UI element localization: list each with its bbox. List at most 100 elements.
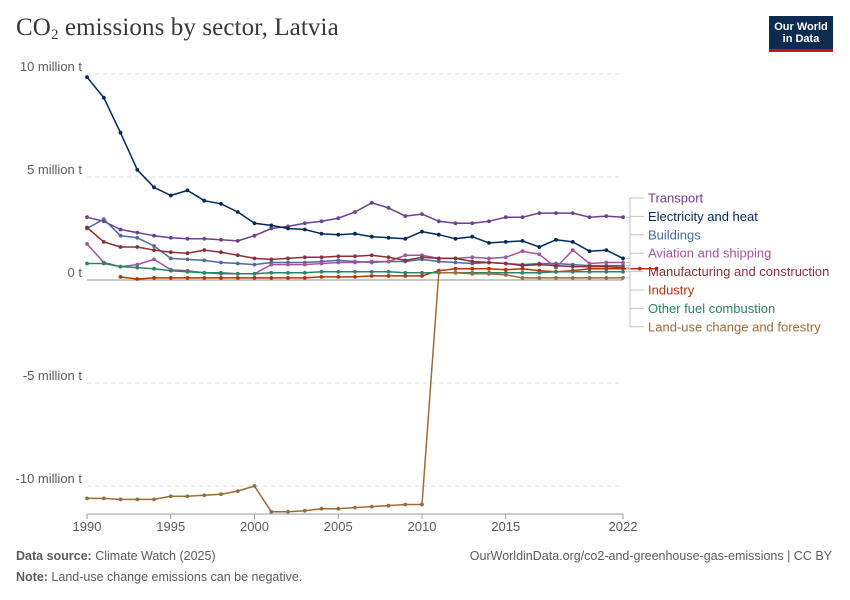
data-point <box>319 269 324 274</box>
x-tick-label: 2005 <box>324 519 353 534</box>
data-point <box>85 496 89 501</box>
data-point <box>420 274 424 278</box>
data-point <box>219 250 223 255</box>
owid-logo[interactable]: Our World in Data <box>769 16 833 52</box>
data-point <box>336 506 341 511</box>
data-point <box>369 504 374 509</box>
data-point <box>487 241 491 245</box>
data-point <box>219 270 223 275</box>
data-point <box>570 211 575 216</box>
data-point <box>520 249 525 254</box>
data-point <box>269 262 274 267</box>
data-point <box>436 232 441 237</box>
data-point <box>604 214 609 219</box>
data-point <box>118 227 123 232</box>
data-point <box>637 266 642 271</box>
data-point <box>386 259 391 264</box>
data-point <box>621 266 625 271</box>
data-point <box>537 252 542 257</box>
data-point <box>604 260 609 265</box>
data-point <box>436 256 441 261</box>
data-point <box>369 253 374 258</box>
data-point <box>302 276 307 280</box>
data-point <box>135 497 140 502</box>
source-url[interactable]: OurWorldinData.org/co2-and-greenhouse-ga… <box>469 549 832 563</box>
data-point <box>470 271 475 276</box>
data-point <box>353 210 357 214</box>
data-point <box>604 248 609 253</box>
data-point <box>369 269 374 274</box>
y-tick-label: -10 million t <box>16 471 83 486</box>
data-point <box>604 269 609 274</box>
data-point <box>487 260 491 265</box>
data-point <box>470 221 475 226</box>
data-point <box>185 276 190 280</box>
data-point <box>269 509 274 514</box>
data-point <box>135 245 140 249</box>
data-point <box>202 248 207 253</box>
data-point <box>152 497 156 502</box>
data-point <box>587 266 592 271</box>
x-tick-label: 1995 <box>156 519 185 534</box>
y-tick-label: 10 million t <box>20 59 83 74</box>
data-point <box>520 239 525 243</box>
data-point <box>604 266 609 271</box>
data-point <box>520 263 525 268</box>
data-point <box>302 221 307 226</box>
data-point <box>470 259 475 264</box>
data-point <box>403 258 408 263</box>
data-point <box>202 236 207 241</box>
data-point <box>537 276 542 280</box>
legend-label: Transport <box>648 191 704 206</box>
data-point <box>436 270 441 275</box>
data-point <box>135 167 140 172</box>
chart-title: CO2 emissions by sector, Latvia <box>16 14 339 43</box>
data-point <box>369 259 374 264</box>
data-point <box>118 264 123 269</box>
data-point <box>453 256 458 261</box>
data-point <box>537 270 542 275</box>
data-point <box>621 215 625 220</box>
data-point <box>286 256 290 261</box>
data-point <box>386 255 391 260</box>
data-point <box>235 261 240 266</box>
data-point <box>487 256 491 261</box>
data-point <box>453 260 458 265</box>
y-tick-label: -5 million t <box>23 368 83 383</box>
data-point <box>420 270 424 275</box>
data-point <box>269 257 274 262</box>
data-point <box>235 253 240 258</box>
data-point <box>336 275 341 279</box>
data-point <box>152 185 156 190</box>
data-point <box>235 210 240 214</box>
data-point <box>386 235 391 240</box>
data-point <box>168 250 173 255</box>
data-point <box>353 231 357 236</box>
data-point <box>570 269 575 274</box>
data-point <box>118 233 123 238</box>
data-point <box>453 270 458 275</box>
data-point <box>118 275 123 279</box>
data-point <box>286 270 290 275</box>
data-point <box>252 256 257 261</box>
data-point <box>252 484 257 488</box>
data-point <box>436 219 441 224</box>
data-point <box>336 232 341 237</box>
data-point <box>252 271 257 276</box>
data-point <box>219 201 223 206</box>
logo-line-1: Our World <box>774 20 828 33</box>
data-point <box>503 273 508 277</box>
data-point <box>101 261 106 266</box>
data-point <box>503 261 508 266</box>
data-point <box>520 215 525 220</box>
data-point <box>403 270 408 275</box>
data-point <box>286 262 290 267</box>
data-point <box>202 258 207 263</box>
data-point <box>336 269 341 274</box>
data-point <box>185 236 190 241</box>
data-point <box>219 492 223 497</box>
legend-label: Other fuel combustion <box>648 301 775 316</box>
data-point <box>503 255 508 260</box>
data-point <box>353 254 357 259</box>
series-line-land-use-change-and-forestry <box>87 272 623 513</box>
